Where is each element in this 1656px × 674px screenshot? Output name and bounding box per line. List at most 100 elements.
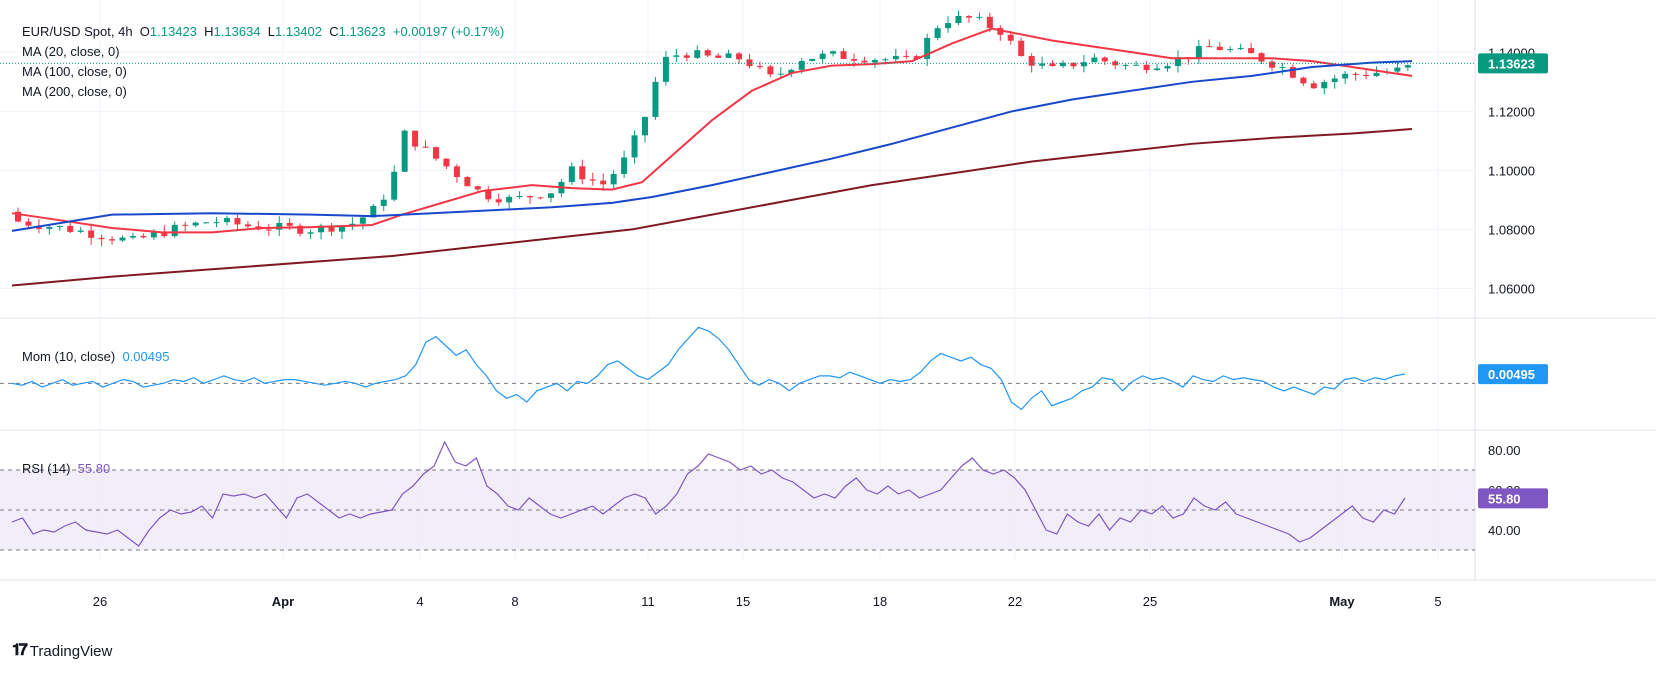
candle-body	[1122, 64, 1129, 66]
ma200-legend[interactable]: MA (200, close, 0)	[22, 82, 127, 102]
candle-body	[589, 179, 596, 181]
candle-body	[673, 55, 680, 57]
candle-body	[965, 15, 972, 18]
momentum-pane: 0.00495	[0, 326, 1548, 411]
candle-body	[851, 58, 857, 61]
time-tick-label: 15	[736, 594, 750, 609]
candle-body	[1289, 66, 1296, 78]
candle-body	[1300, 77, 1307, 84]
candle-body	[725, 53, 732, 58]
candle-body	[694, 50, 701, 58]
time-tick-label: 25	[1143, 594, 1157, 609]
candle-body	[746, 59, 753, 67]
rsi-badge-text: 55.80	[1488, 491, 1521, 506]
candle-body	[631, 135, 638, 158]
candle-body	[568, 166, 575, 182]
candle-body	[1216, 46, 1223, 51]
candle-body	[1164, 66, 1171, 69]
time-tick-label: Apr	[272, 594, 294, 609]
rsi-legend[interactable]: RSI (14) 55.80	[22, 461, 110, 476]
candle-body	[997, 27, 1004, 35]
candle-body	[1373, 72, 1380, 77]
candle-body	[579, 166, 586, 180]
open-label: O	[139, 24, 150, 39]
moving-averages	[11, 27, 1413, 287]
candle-body	[1342, 73, 1349, 79]
candle-body	[547, 193, 554, 198]
candle-body	[370, 205, 377, 218]
candle-body	[1049, 63, 1056, 67]
rsi-badge	[1478, 488, 1548, 509]
candle-body	[527, 195, 534, 198]
candle-body	[380, 199, 387, 206]
low-label: L	[267, 24, 275, 39]
candle-body	[610, 173, 617, 185]
candle-body	[1248, 48, 1255, 54]
time-tick-label: 11	[641, 594, 655, 609]
mom-badge	[1478, 364, 1548, 385]
ma100-label: MA (100, close, 0)	[22, 64, 127, 79]
candle-body	[913, 56, 920, 59]
candle-body	[412, 130, 419, 147]
time-tick-label: 22	[1008, 594, 1022, 609]
candle-body	[903, 55, 910, 57]
candle-body	[119, 237, 126, 241]
close-value: 1.13623	[338, 24, 386, 39]
candle-body	[485, 189, 492, 200]
mom-label: Mom (10, close)	[22, 349, 116, 364]
candle-body	[924, 37, 931, 59]
time-tick-label: 4	[416, 594, 423, 609]
candle-body	[1070, 62, 1077, 67]
grid-lines	[0, 0, 1656, 581]
rsi-value: 55.80	[77, 461, 111, 476]
candle-body	[1112, 61, 1119, 66]
tradingview-logo-icon: 𝟏𝟕	[12, 642, 28, 659]
tradingview-logo[interactable]: 𝟏𝟕 TradingView	[12, 642, 112, 660]
candle-body	[1028, 55, 1035, 66]
candle-body	[391, 171, 398, 200]
candle-body	[1080, 62, 1087, 67]
candle-body	[871, 60, 878, 63]
mom-legend[interactable]: Mom (10, close) 0.00495	[22, 349, 169, 364]
ma20-label: MA (20, close, 0)	[22, 44, 120, 59]
candle-body	[297, 225, 304, 234]
last-price-badge	[1478, 53, 1548, 74]
candle-body	[662, 56, 669, 82]
candle-body	[109, 239, 116, 241]
candle-body	[1091, 57, 1098, 63]
low-value: 1.13402	[275, 24, 322, 39]
candle-body	[140, 235, 147, 238]
candle-body	[98, 237, 105, 240]
mom-value: 0.00495	[122, 349, 170, 364]
candle-body	[307, 232, 314, 234]
candle-body	[1269, 61, 1275, 68]
candle-body	[516, 195, 523, 197]
candle-body	[1133, 64, 1140, 66]
candle-body	[192, 222, 199, 226]
ma20-legend[interactable]: MA (20, close, 0)	[22, 42, 120, 62]
candle-body	[788, 69, 795, 74]
candle-body	[830, 51, 837, 54]
ma20-line	[11, 27, 1413, 234]
candle-body	[1237, 48, 1244, 50]
rsi-label: RSI (14)	[22, 461, 71, 476]
candle-body	[25, 221, 32, 226]
mom-line	[11, 326, 1406, 411]
ma200-line	[11, 128, 1413, 287]
candle-body	[67, 226, 74, 232]
candle-body	[798, 60, 805, 70]
time-tick-label: 18	[873, 594, 887, 609]
rsi-line	[11, 440, 1406, 547]
candle-body	[422, 146, 429, 148]
candle-body	[495, 199, 502, 203]
candle-body	[715, 55, 722, 58]
candle-body	[401, 130, 408, 172]
ma100-legend[interactable]: MA (100, close, 0)	[22, 62, 127, 82]
time-tick-label: 26	[93, 594, 107, 609]
candle-body	[1321, 82, 1328, 89]
candle-body	[15, 211, 21, 222]
candle-body	[276, 222, 283, 230]
candle-body	[1007, 34, 1014, 41]
candle-body	[683, 55, 690, 58]
